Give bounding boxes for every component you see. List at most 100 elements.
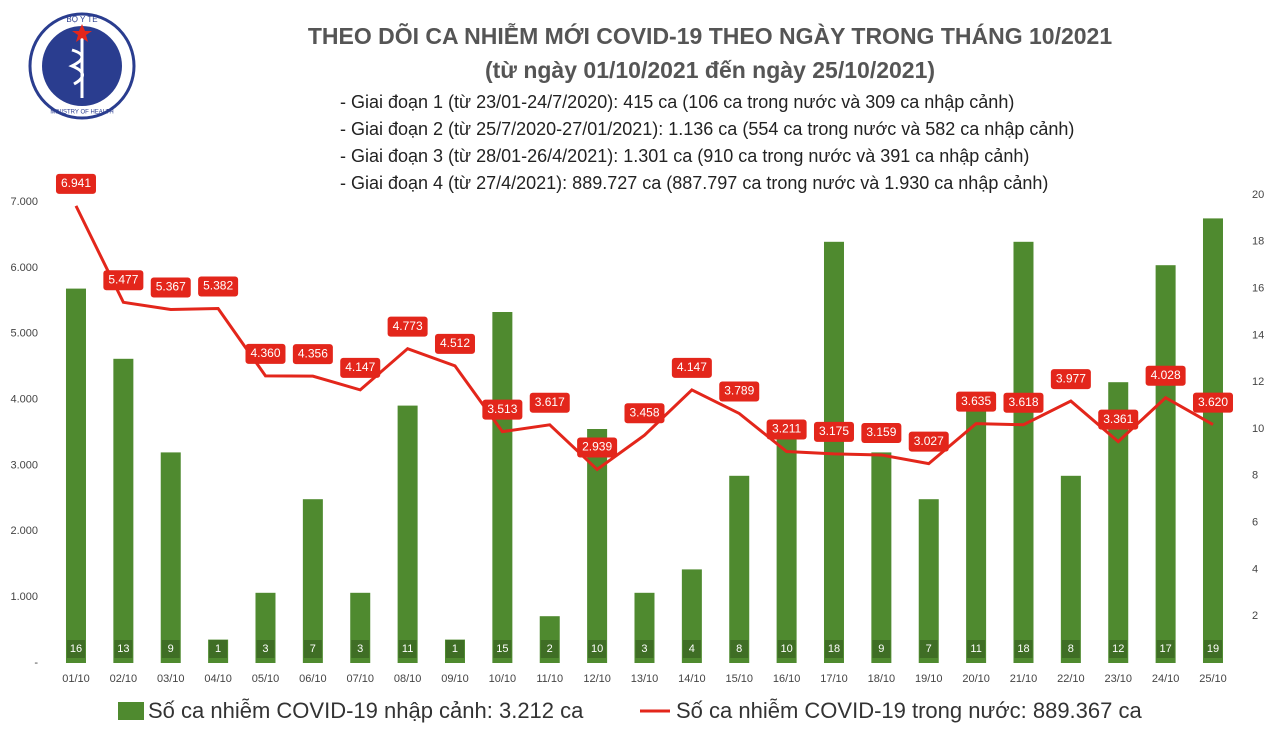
y2-tick-label: 6 [1252, 517, 1258, 529]
bar-label: 7 [310, 643, 316, 655]
bar-label-box [1014, 640, 1033, 658]
y2-tick-label: 8 [1252, 470, 1258, 482]
data-label-box [340, 357, 381, 378]
bar-label: 9 [168, 643, 174, 655]
data-label-box [1192, 392, 1233, 413]
bar [1013, 241, 1034, 664]
x-tick-label: 15/10 [725, 673, 753, 685]
x-tick-label: 18/10 [868, 673, 896, 685]
data-label: 4.147 [677, 360, 707, 374]
data-label-box [245, 343, 286, 364]
x-tick-label: 23/10 [1104, 673, 1132, 685]
bar [113, 358, 134, 663]
logo-star [72, 24, 92, 42]
y-tick-label: - [34, 657, 38, 669]
note: - Giai đoạn 3 (từ 28/01-26/4/2021): 1.30… [340, 146, 1029, 166]
x-tick-label: 05/10 [252, 673, 280, 685]
x-tick-label: 19/10 [915, 673, 943, 685]
bar-label: 12 [1112, 643, 1124, 655]
data-label: 3.977 [1056, 371, 1086, 385]
bar [1060, 475, 1081, 663]
data-label-box [387, 316, 428, 337]
bar-label: 15 [496, 643, 508, 655]
y2-tick-label: 10 [1252, 423, 1264, 435]
note: - Giai đoạn 1 (từ 23/01-24/7/2020): 415 … [340, 92, 1014, 112]
bar-label: 18 [828, 643, 840, 655]
bar-label: 9 [878, 643, 884, 655]
data-label-box [908, 431, 949, 452]
note: - Giai đoạn 4 (từ 27/4/2021): 889.727 ca… [340, 173, 1048, 193]
x-tick-label: 03/10 [157, 673, 185, 685]
data-label: 4.773 [393, 319, 423, 333]
x-tick-label: 10/10 [489, 673, 517, 685]
bar [1108, 382, 1129, 663]
data-label: 3.211 [772, 422, 801, 436]
bar-label-box [967, 640, 986, 658]
chart-title: THEO DÕI CA NHIỄM MỚI COVID-19 THEO NGÀY… [308, 21, 1113, 49]
bar [1155, 265, 1176, 663]
bar-label: 8 [736, 643, 742, 655]
bar-label: 3 [641, 643, 647, 655]
x-tick-label: 06/10 [299, 673, 327, 685]
bar-label-box [1061, 640, 1080, 658]
bar-label: 11 [970, 643, 981, 655]
line [74, 205, 1214, 472]
y-tick-label: 2.000 [10, 525, 38, 537]
x-tick-label: 04/10 [204, 673, 232, 685]
data-label-box [1050, 369, 1091, 390]
data-label-box [1003, 392, 1044, 413]
data-label: 4.356 [298, 346, 328, 360]
data-label-box [813, 421, 854, 442]
x-tick-label: 12/10 [583, 673, 611, 685]
bar-label-box [1109, 640, 1128, 658]
x-tick-label: 02/10 [110, 673, 138, 685]
bar [397, 405, 418, 663]
bar [681, 569, 702, 663]
legend-label: Số ca nhiễm COVID-19 nhập cảnh: 3.212 ca [148, 698, 584, 723]
data-label: 4.512 [440, 336, 470, 350]
y2-tick-label: 18 [1252, 236, 1264, 248]
logo-emblem [68, 36, 84, 98]
bar [918, 499, 939, 663]
data-label-box [150, 277, 191, 298]
bar-label-box [919, 640, 938, 658]
data-label-box [198, 276, 239, 297]
bar-label-box [398, 640, 417, 658]
bar-label-box [540, 640, 559, 658]
bar-label: 19 [1207, 643, 1219, 655]
logo-bottom: MINISTRY OF HEALTH [50, 110, 113, 116]
y-tick-label: 6.000 [10, 262, 38, 274]
bar-label-box [682, 640, 701, 658]
y-tick-label: 7.000 [10, 196, 38, 208]
x-tick-label: 17/10 [820, 673, 848, 685]
data-label: 3.361 [1103, 412, 1133, 426]
data-label-box [956, 391, 997, 412]
data-label: 4.360 [250, 346, 280, 360]
x-tick-label: 14/10 [678, 673, 706, 685]
bar [966, 405, 987, 663]
data-label: 3.175 [819, 424, 849, 438]
x-tick-label: 24/10 [1152, 673, 1180, 685]
data-label-box [529, 392, 570, 413]
y2-tick-label: 4 [1252, 563, 1258, 575]
bar-label: 18 [1017, 643, 1029, 655]
bar-label-box [872, 640, 891, 658]
bar [65, 288, 86, 663]
x-tick-label: 13/10 [631, 673, 659, 685]
bar [587, 429, 608, 663]
data-label-box [1145, 365, 1186, 386]
bar-label: 10 [591, 643, 603, 655]
data-label: 3.458 [629, 405, 659, 419]
bar-label: 11 [402, 643, 413, 655]
legend-label: Số ca nhiễm COVID-19 trong nước: 889.367… [676, 698, 1142, 723]
data-label-box [766, 419, 807, 440]
data-label: 5.367 [156, 280, 186, 294]
bar [302, 499, 323, 663]
bar-label: 17 [1159, 643, 1171, 655]
bar-label: 10 [780, 643, 792, 655]
bar [823, 241, 844, 664]
data-label: 3.617 [535, 395, 565, 409]
x-tick-label: 11/10 [536, 673, 563, 685]
bar-label: 13 [117, 643, 129, 655]
data-label: 3.635 [961, 394, 991, 408]
